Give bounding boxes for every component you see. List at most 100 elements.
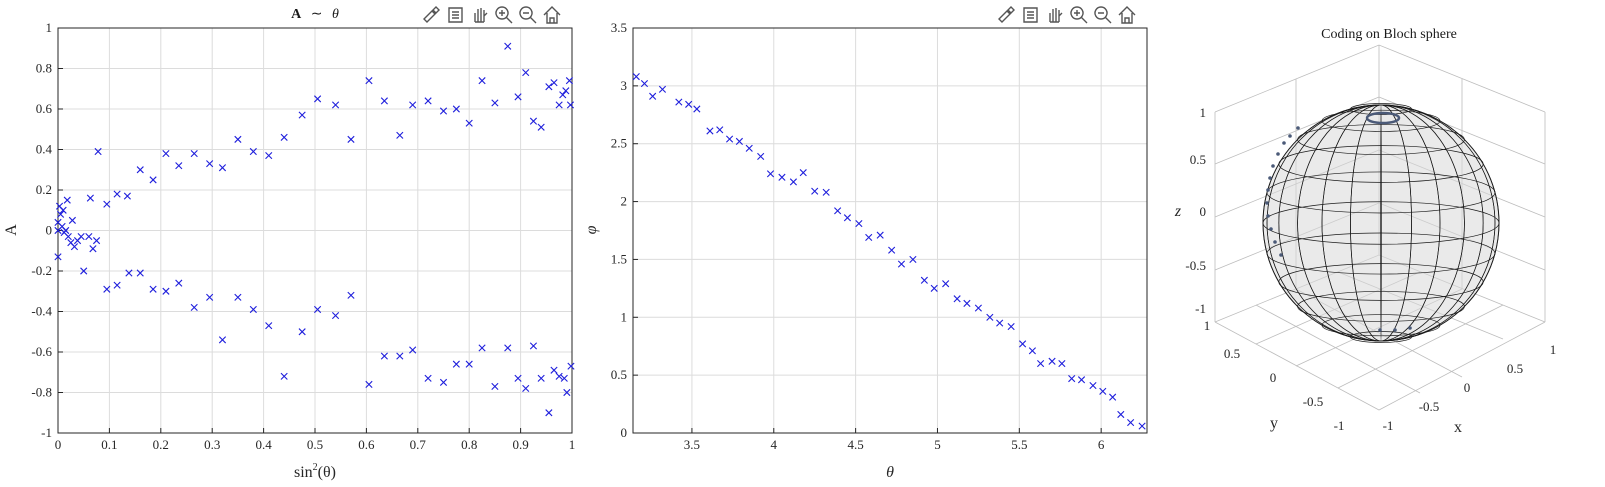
data-point-x-marker: [675, 98, 683, 106]
legend-icon[interactable]: [445, 4, 467, 26]
chart-1-title: A ∼ θ: [291, 7, 339, 22]
data-point-x-marker: [716, 126, 724, 134]
data-point-x-marker: [757, 152, 765, 161]
data-point-x-marker: [888, 246, 896, 254]
zoom-out-icon[interactable]: [1092, 4, 1114, 26]
data-point-x-marker: [478, 344, 486, 352]
y-tick-label: -0.8: [31, 385, 52, 400]
x-tick-label: 0.4: [255, 437, 272, 452]
data-point-x-marker: [942, 280, 950, 288]
bloch-sphere: [1262, 104, 1500, 342]
data-point-x-marker: [562, 87, 570, 95]
grid-2: [633, 27, 1147, 434]
axes-toolbar-1: [421, 4, 563, 26]
data-point-x-marker: [298, 328, 306, 336]
zoom-out-icon[interactable]: [517, 4, 539, 26]
data-point-x-marker: [789, 178, 798, 186]
data-point-x-marker: [249, 305, 257, 314]
data-point-x-marker: [59, 206, 67, 214]
data-point-x-marker: [265, 322, 273, 330]
data-point-x-marker: [555, 101, 563, 109]
y-tick-label: 0.6: [36, 101, 53, 116]
data-point-x-marker: [409, 101, 417, 109]
data-point-x-marker: [68, 216, 76, 224]
data-point-x-marker: [190, 303, 198, 312]
y-tick-label: 0: [46, 223, 53, 238]
pan-icon[interactable]: [1044, 4, 1066, 26]
chart-1-ylabel: A: [3, 224, 20, 236]
data-point-x-marker: [113, 190, 121, 198]
data-point-x-marker: [735, 137, 743, 145]
data-point-x-marker: [1007, 322, 1015, 331]
data-point-x-marker: [865, 233, 873, 242]
y-tick-label: 0.8: [36, 61, 52, 76]
data-point-x-marker: [86, 194, 94, 202]
z-tick-label: -1: [1195, 301, 1206, 316]
data-point-x-marker: [811, 187, 819, 195]
data-point-x-marker: [897, 260, 906, 268]
data-point-x-marker: [855, 219, 863, 228]
x-tick-label: 0: [55, 437, 62, 452]
data-point-x-marker: [103, 285, 111, 293]
data-point-x-marker: [54, 253, 62, 261]
zoom-in-icon[interactable]: [1068, 4, 1090, 26]
data-point-x-marker: [465, 119, 473, 127]
data-point-x-marker: [249, 147, 257, 156]
data-point-x-marker: [89, 245, 97, 253]
data-point-x-marker: [331, 311, 340, 320]
bloch-coded-points: [1265, 111, 1412, 332]
x-tick-label: 0.9: [512, 437, 528, 452]
home-icon[interactable]: [1116, 4, 1138, 26]
data-point-x-marker: [920, 276, 928, 284]
data-point-x-marker: [1077, 376, 1086, 384]
data-point-x-marker: [491, 99, 499, 107]
data-point-x-marker: [218, 164, 227, 172]
data-point-x-marker: [424, 374, 432, 382]
y-tick-label: -1: [41, 425, 52, 440]
data-point-x-marker: [218, 336, 227, 344]
data-point-x-marker: [1109, 393, 1117, 401]
data-point-x-marker: [658, 85, 667, 93]
data-point-x-marker: [559, 91, 567, 99]
data-point-x-marker: [380, 97, 388, 105]
home-icon[interactable]: [541, 4, 563, 26]
data-point-x-marker: [567, 362, 575, 370]
data-point-x-marker: [563, 388, 571, 397]
data-point-x-marker: [92, 237, 101, 245]
data-point-x-marker: [545, 83, 553, 91]
data-point-x-marker: [56, 210, 65, 218]
data-point-x-marker: [1048, 357, 1056, 365]
chart-phi-vs-theta: 3.5 4 4.5 5 5.5 6 0 0.5 1 1.5 2 2.5 3 3.5 θ φ: [583, 20, 1148, 481]
data-point-x-marker: [685, 100, 693, 108]
y-tick-label-3d: -1: [1334, 418, 1345, 433]
data-point-x-marker: [1138, 422, 1146, 430]
data-point-x-marker: [439, 378, 448, 386]
data-point-x-marker: [380, 352, 388, 360]
data-point-x-marker: [298, 111, 306, 119]
data-point-x-marker: [566, 101, 575, 109]
zoom-in-icon[interactable]: [493, 4, 515, 26]
axes-toolbar-2: [996, 4, 1138, 26]
brush-icon[interactable]: [996, 4, 1018, 26]
data-point-x-marker: [149, 176, 157, 184]
data-point-x-marker: [560, 374, 568, 382]
data-point-x-marker: [1068, 375, 1076, 383]
x-tick-label-3d: 1: [1550, 342, 1557, 357]
x-tick-label-3d: -0.5: [1419, 399, 1440, 414]
x-tick-label: 4.5: [847, 437, 863, 452]
data-point-x-marker: [396, 352, 404, 360]
y-tick-label: -0.4: [31, 304, 52, 319]
pan-icon[interactable]: [469, 4, 491, 26]
ticks-1: 0 0.1 0.2 0.3 0.4 0.5 0.6 0.7 0.8 0.9 1 -1 -0.8 -0.6 -…: [31, 20, 575, 452]
data-point-x-marker: [963, 299, 971, 307]
data-point-x-marker: [113, 281, 121, 289]
bloch-ticks: -1 -0.5 0 0.5 1 -1 -0.5 0 0.5 1 -1 -0.5 0 0.5 1: [1185, 105, 1556, 433]
data-point-x-marker: [439, 107, 448, 115]
brush-icon[interactable]: [421, 4, 443, 26]
x-tick-label: 0.1: [101, 437, 117, 452]
y-tick-label: -0.6: [31, 344, 52, 359]
legend-icon[interactable]: [1020, 4, 1042, 26]
x-tick-label: 5: [934, 437, 941, 452]
data-point-x-marker: [843, 214, 852, 222]
data-point-x-marker: [452, 105, 460, 113]
